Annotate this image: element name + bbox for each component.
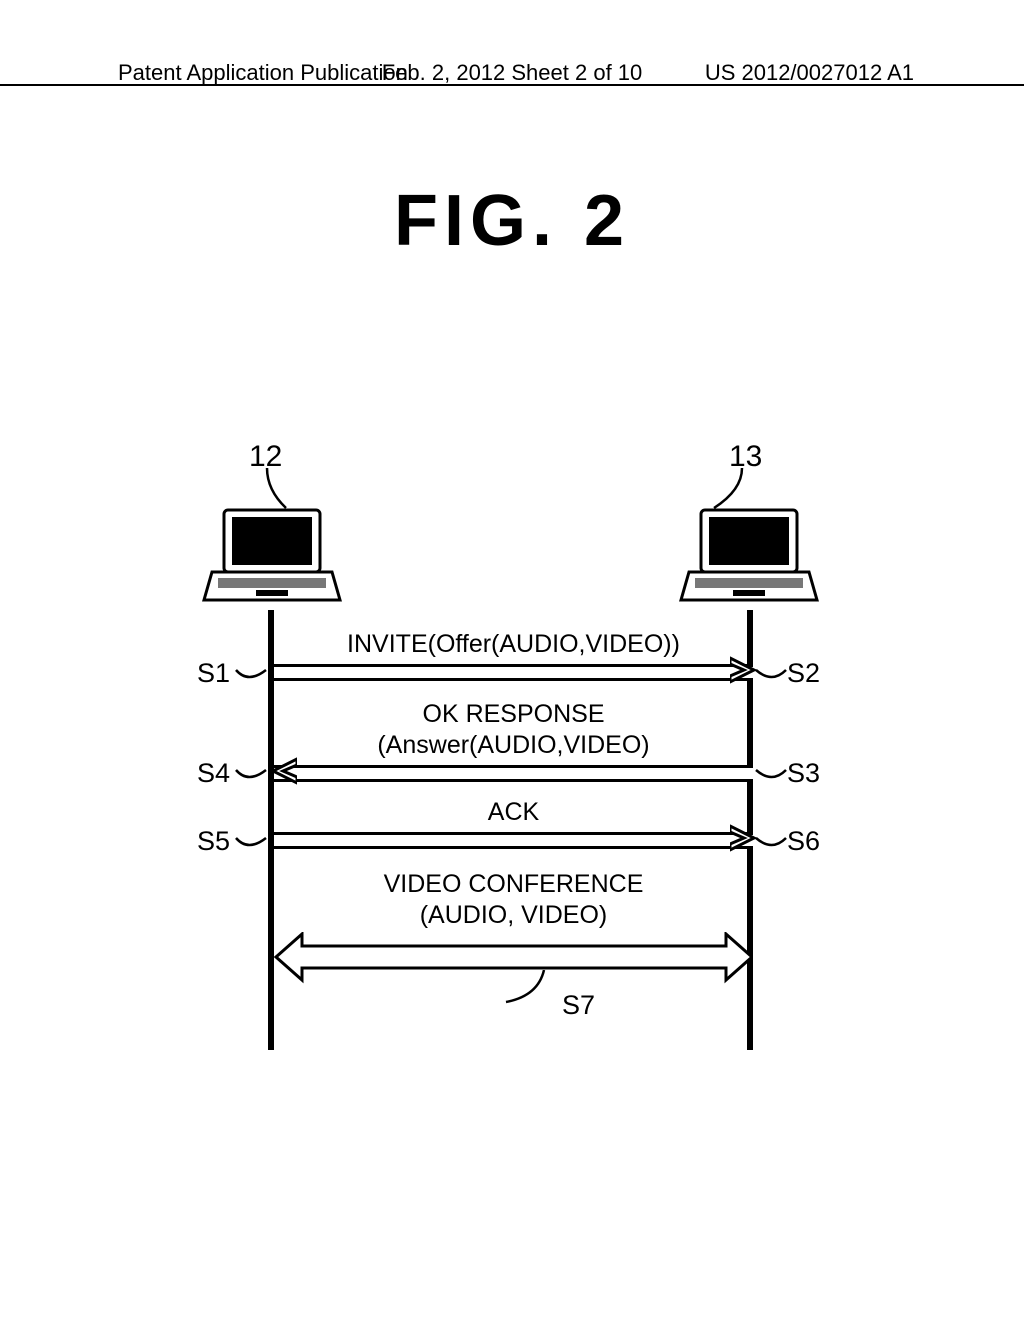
msg-ok-label-2: (Answer(AUDIO,VIDEO) — [274, 731, 753, 760]
msg-conf-label-2: (AUDIO, VIDEO) — [274, 901, 753, 930]
step-s1: S1 — [197, 658, 230, 689]
page-header: Patent Application Publication Feb. 2, 2… — [0, 84, 1024, 88]
header-mid: Feb. 2, 2012 Sheet 2 of 10 — [382, 60, 643, 86]
step-curve-s3 — [754, 764, 790, 784]
step-curve-s5 — [234, 832, 270, 852]
ref-curve-left — [250, 468, 290, 512]
step-curve-s6 — [754, 832, 790, 852]
msg-ack-label: ACK — [274, 798, 753, 827]
step-curve-s4 — [234, 764, 270, 784]
step-s6: S6 — [787, 826, 820, 857]
step-curve-s1 — [234, 664, 270, 684]
step-s5: S5 — [197, 826, 230, 857]
msg-ack: ACK — [274, 798, 753, 847]
header-right: US 2012/0027012 A1 — [705, 60, 914, 86]
step-s3: S3 — [787, 758, 820, 789]
step-s2: S2 — [787, 658, 820, 689]
header-left: Patent Application Publication — [118, 60, 408, 86]
figure-title: FIG. 2 — [394, 180, 630, 262]
sequence-diagram: 12 13 INVITE(Offer(AUDIO,VIDEO)) S1 S2 O — [212, 440, 812, 1060]
step-curve-s2 — [754, 664, 790, 684]
msg-ok: OK RESPONSE (Answer(AUDIO,VIDEO) — [274, 700, 753, 780]
msg-ok-label-1: OK RESPONSE — [274, 700, 753, 729]
ref-curve-right — [710, 468, 750, 512]
msg-conf-label-1: VIDEO CONFERENCE — [274, 870, 753, 899]
laptop-icon-left — [202, 508, 342, 608]
msg-invite: INVITE(Offer(AUDIO,VIDEO)) — [274, 630, 753, 679]
step-curve-s7 — [502, 970, 562, 1010]
msg-invite-label: INVITE(Offer(AUDIO,VIDEO)) — [274, 630, 753, 659]
step-s4: S4 — [197, 758, 230, 789]
laptop-icon-right — [679, 508, 819, 608]
step-s7: S7 — [562, 990, 595, 1021]
